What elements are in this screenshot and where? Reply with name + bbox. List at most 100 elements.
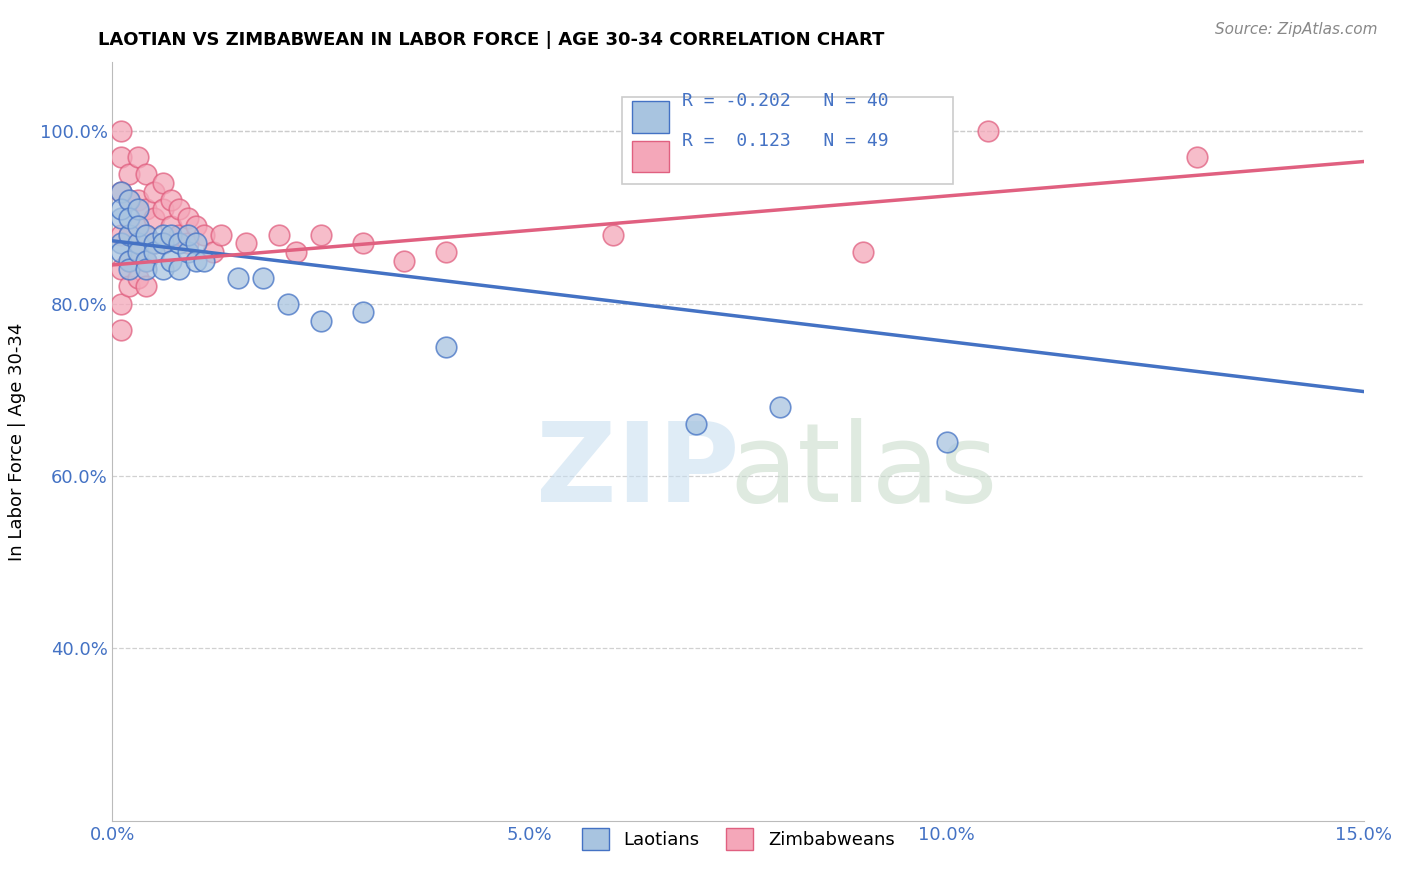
FancyBboxPatch shape (621, 96, 953, 184)
Point (269, 227, 291, 242)
Point (209, 227, 232, 242)
Point (110, 236, 132, 251)
Point (135, 168, 157, 182)
Point (110, 227, 132, 242)
Point (201, 245, 224, 260)
Point (118, 168, 141, 182)
Point (852, 245, 875, 260)
Point (135, 262, 157, 277)
Point (118, 194, 141, 208)
Point (118, 262, 141, 277)
Point (143, 236, 166, 251)
Text: R = -0.202   N = 40: R = -0.202 N = 40 (682, 92, 889, 110)
FancyBboxPatch shape (631, 101, 669, 133)
Point (152, 236, 174, 251)
Point (184, 253, 207, 268)
Point (143, 211, 166, 225)
Point (167, 262, 190, 277)
Point (252, 270, 274, 285)
Point (193, 253, 215, 268)
Point (118, 279, 141, 293)
Text: Source: ZipAtlas.com: Source: ZipAtlas.com (1215, 22, 1378, 37)
Point (167, 202, 190, 216)
Point (434, 340, 457, 354)
Point (118, 227, 141, 242)
Point (135, 227, 157, 242)
Point (110, 262, 132, 277)
Point (127, 270, 149, 285)
Text: atlas: atlas (730, 418, 997, 525)
Point (127, 202, 149, 216)
Point (143, 236, 166, 251)
Point (135, 202, 157, 216)
Point (176, 211, 198, 225)
Point (167, 236, 190, 251)
Point (352, 305, 374, 319)
Point (135, 253, 157, 268)
Point (135, 227, 157, 242)
Point (135, 253, 157, 268)
Point (127, 150, 149, 164)
Point (235, 236, 257, 251)
Point (769, 400, 792, 414)
Point (193, 227, 215, 242)
Point (110, 124, 132, 138)
Point (127, 245, 149, 260)
Point (118, 211, 141, 225)
Point (110, 202, 132, 216)
Point (152, 236, 174, 251)
Point (176, 227, 198, 242)
FancyBboxPatch shape (631, 141, 669, 172)
Point (127, 219, 149, 234)
Point (143, 185, 166, 199)
Point (110, 150, 132, 164)
Point (118, 253, 141, 268)
Point (152, 202, 174, 216)
Point (226, 270, 249, 285)
Point (127, 236, 149, 251)
Point (127, 245, 149, 260)
Point (394, 253, 416, 268)
Point (352, 236, 374, 251)
Point (110, 185, 132, 199)
Point (118, 227, 141, 242)
Point (110, 296, 132, 310)
Text: ZIP: ZIP (536, 418, 740, 525)
Point (160, 219, 183, 234)
Point (176, 236, 198, 251)
Point (135, 279, 157, 293)
Point (160, 227, 183, 242)
Point (184, 236, 207, 251)
Point (285, 245, 308, 260)
Point (118, 253, 141, 268)
Point (935, 434, 957, 449)
Point (152, 227, 174, 242)
Point (602, 227, 624, 242)
Legend: Laotians, Zimbabweans: Laotians, Zimbabweans (575, 821, 901, 857)
Point (685, 417, 707, 432)
Point (184, 219, 207, 234)
Point (977, 124, 1000, 138)
Point (160, 253, 183, 268)
Point (160, 194, 183, 208)
Point (152, 262, 174, 277)
Text: R =  0.123   N = 49: R = 0.123 N = 49 (682, 132, 889, 150)
Y-axis label: In Labor Force | Age 30-34: In Labor Force | Age 30-34 (7, 322, 25, 561)
Point (127, 219, 149, 234)
Point (110, 211, 132, 225)
Point (110, 322, 132, 336)
Point (1185, 150, 1208, 164)
Point (277, 296, 299, 310)
Point (127, 194, 149, 208)
Point (118, 194, 141, 208)
Point (152, 176, 174, 190)
Point (176, 245, 198, 260)
Point (143, 245, 166, 260)
Point (110, 185, 132, 199)
Point (110, 245, 132, 260)
Text: LAOTIAN VS ZIMBABWEAN IN LABOR FORCE | AGE 30-34 CORRELATION CHART: LAOTIAN VS ZIMBABWEAN IN LABOR FORCE | A… (98, 31, 884, 49)
Point (309, 314, 332, 328)
Point (309, 227, 332, 242)
Point (167, 227, 190, 242)
Point (434, 245, 457, 260)
